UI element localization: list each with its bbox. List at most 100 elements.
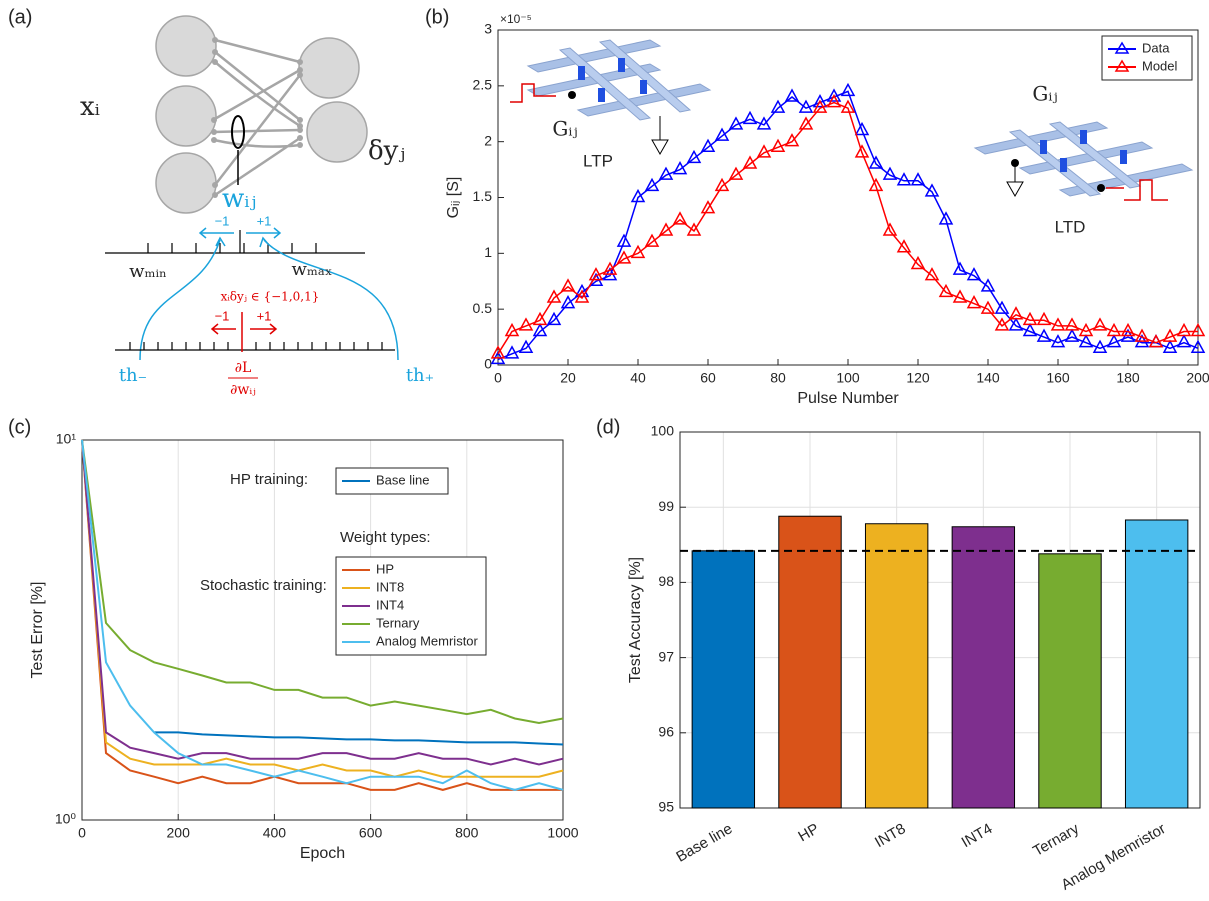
data-point <box>728 116 744 130</box>
data-point <box>630 188 646 203</box>
data-point <box>938 283 954 298</box>
series-line <box>497 101 1198 355</box>
data-point <box>756 144 772 158</box>
x-tick-label: 60 <box>700 370 716 386</box>
y-tick-label: 0.5 <box>473 300 493 316</box>
data-point <box>630 244 646 259</box>
data-point <box>742 110 758 125</box>
data-point <box>910 255 926 270</box>
data-point <box>896 172 912 186</box>
legend-marker <box>1114 41 1130 54</box>
series-line <box>81 439 564 778</box>
x-axis-label: Epoch <box>300 845 345 862</box>
data-point <box>1078 322 1094 337</box>
data-point <box>1064 317 1080 331</box>
x-tick-label: INT4 <box>959 820 996 851</box>
update-arrows <box>139 227 399 361</box>
panel-label: (c) <box>8 416 31 438</box>
data-point <box>560 295 576 309</box>
legend-label: HP <box>376 561 394 576</box>
bar <box>864 523 929 809</box>
data-point <box>952 289 968 303</box>
data-point <box>756 116 772 130</box>
bar <box>778 515 842 809</box>
data-point <box>1092 339 1108 353</box>
legend-label: Model <box>1142 58 1178 73</box>
th-plus: th₊ <box>406 365 434 386</box>
data-point <box>658 166 674 180</box>
legend-marker <box>1114 59 1130 72</box>
data-point <box>1008 317 1024 331</box>
neuron <box>155 15 217 77</box>
series-line <box>81 439 564 725</box>
panel-label: (b) <box>425 6 449 28</box>
data-point <box>504 322 520 337</box>
data-point <box>1050 317 1066 331</box>
annotation: LTP <box>583 151 613 170</box>
data-point <box>1078 334 1094 348</box>
neuron <box>155 85 217 147</box>
data-point <box>686 222 702 236</box>
gradient-denominator: ∂wᵢⱼ <box>230 382 256 398</box>
annotation: HP training: <box>230 471 308 488</box>
series-line <box>497 90 1199 361</box>
y-tick-label: 2.5 <box>473 77 493 93</box>
series-line <box>81 439 564 791</box>
data-point <box>602 261 618 275</box>
data-point <box>700 138 716 152</box>
y-multiplier: ×10⁻⁵ <box>500 12 532 26</box>
connections <box>212 38 301 197</box>
y-tick-label: 96 <box>658 724 674 740</box>
y-tick-label: 97 <box>658 648 674 664</box>
data-point <box>770 138 786 152</box>
data-point <box>924 183 940 197</box>
input-label: xᵢ <box>80 92 100 122</box>
data-point <box>924 267 940 281</box>
x-tick-label: 600 <box>359 825 383 841</box>
lower-plus: +1 <box>257 308 272 323</box>
data-point <box>616 250 632 264</box>
data-point <box>1106 334 1122 348</box>
x-tick-label: Base line <box>673 820 735 866</box>
legend-label: Data <box>1142 40 1170 55</box>
data-point <box>532 322 548 337</box>
x-tick-label: 40 <box>630 370 646 386</box>
data-point <box>1148 334 1164 348</box>
data-point <box>910 172 926 186</box>
data-point <box>784 133 800 147</box>
data-point <box>1176 322 1192 337</box>
data-point <box>1176 334 1192 348</box>
data-point <box>1190 339 1206 353</box>
y-tick-label: 1 <box>484 244 492 260</box>
y-axis-label: Test Accuracy [%] <box>627 557 644 683</box>
data-point <box>714 127 730 141</box>
y-axis-label: Gᵢⱼ [S] <box>445 177 462 219</box>
w-min: wₘᵢₙ <box>129 261 167 282</box>
legend-label: INT4 <box>376 597 404 612</box>
series-line <box>81 439 564 766</box>
bar <box>1038 553 1102 809</box>
y-tick-label: 100 <box>651 423 675 439</box>
data-point <box>546 289 562 303</box>
x-axis-label: Pulse Number <box>797 390 899 407</box>
data-point <box>854 144 870 158</box>
data-point <box>686 149 702 164</box>
x-tick-label: 80 <box>770 370 786 386</box>
neuron-dots <box>211 37 303 198</box>
x-tick-label: 140 <box>976 370 1000 386</box>
w-max: wₘₐₓ <box>291 259 332 280</box>
data-point <box>1092 317 1108 331</box>
data-point <box>1134 328 1150 342</box>
legend-label: Analog Memristor <box>376 633 479 648</box>
y-tick-label: 10¹ <box>56 431 77 447</box>
annotation: Gᵢⱼ <box>552 117 577 141</box>
data-point <box>1190 322 1206 337</box>
plot-frame <box>81 439 564 821</box>
x-tick-label: 20 <box>560 370 576 386</box>
annotation: LTD <box>1055 217 1086 236</box>
data-point <box>798 116 814 130</box>
data-point <box>798 99 814 113</box>
crossbar-ltd <box>973 121 1194 201</box>
x-tick-label: 800 <box>455 825 479 841</box>
